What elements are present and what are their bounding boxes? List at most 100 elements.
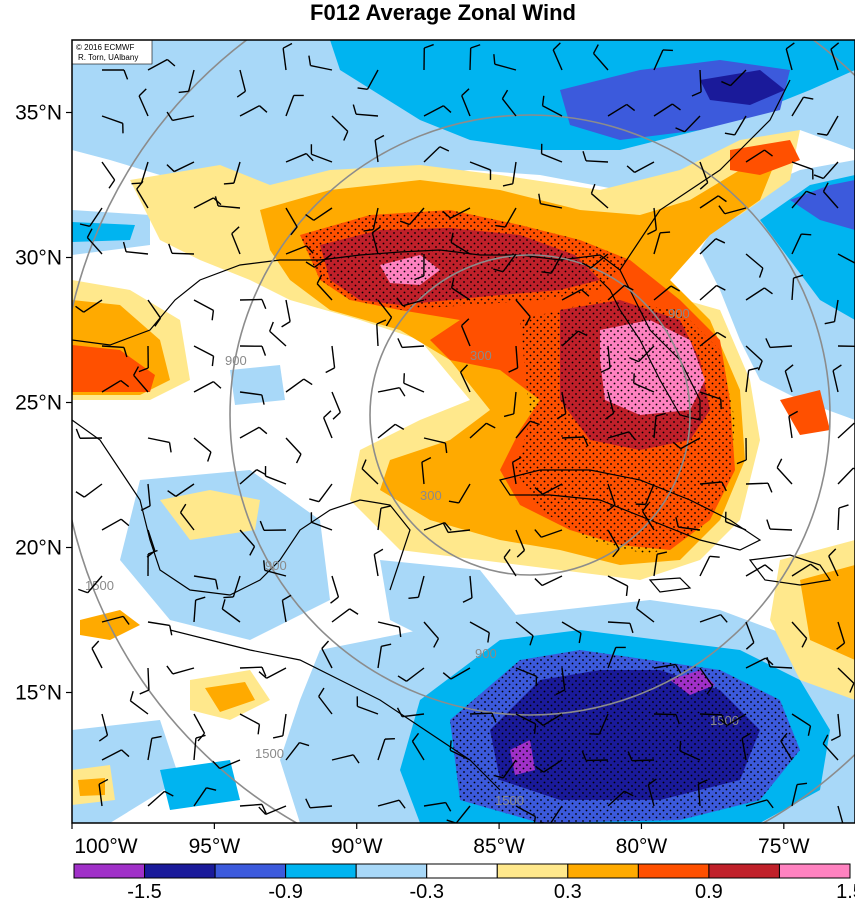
wind-barb-flag bbox=[166, 164, 175, 173]
wind-barb-flag bbox=[720, 614, 728, 623]
wind-barb-staff bbox=[684, 115, 701, 133]
wind-barb-staff bbox=[699, 667, 714, 687]
wind-barbs bbox=[75, 42, 855, 823]
wind-barb-staff bbox=[101, 713, 109, 736]
wind-barb-flag bbox=[552, 42, 561, 51]
pos-light-yucatan-channel bbox=[160, 490, 260, 540]
wind-barb-staff bbox=[515, 805, 536, 818]
wind-barb-staff bbox=[239, 469, 258, 485]
pos-mid-east-edge bbox=[800, 565, 855, 660]
wind-barb-flag bbox=[318, 687, 325, 697]
wind-barb-flag bbox=[214, 196, 219, 207]
wind-barb-flag bbox=[376, 319, 387, 325]
wind-barb-flag bbox=[397, 675, 407, 682]
neg-light-gulf-patch bbox=[230, 365, 285, 405]
wind-barb-staff bbox=[331, 115, 349, 132]
wind-barb-staff bbox=[411, 740, 425, 761]
wind-barb-flag bbox=[223, 596, 234, 599]
wind-barb-flag bbox=[470, 44, 481, 49]
wind-barb-flag bbox=[533, 816, 537, 823]
wind-barb-staff bbox=[791, 784, 798, 807]
colorbar-swatch bbox=[426, 863, 498, 879]
wind-barb-staff bbox=[730, 69, 747, 87]
wind-barb-flag bbox=[508, 367, 518, 373]
wind-barb-staff bbox=[366, 69, 379, 90]
wind-barb-staff bbox=[314, 253, 333, 268]
wind-barb-staff bbox=[542, 483, 563, 495]
wind-barb-staff bbox=[285, 152, 307, 163]
wind-barb-flag bbox=[716, 284, 726, 291]
wind-barb-flag bbox=[305, 798, 311, 809]
wind-barb-staff bbox=[822, 191, 839, 209]
wind-barb-flag bbox=[380, 505, 391, 509]
lat-tick-label: 30°N bbox=[15, 247, 62, 270]
wind-barb-flag bbox=[581, 262, 592, 269]
wind-barb-staff bbox=[788, 416, 793, 439]
wind-barb-flag bbox=[785, 42, 795, 50]
wind-barb-flag bbox=[373, 548, 384, 555]
wind-barb-staff bbox=[833, 299, 839, 322]
significance-stipple bbox=[300, 210, 800, 823]
wind-barb-staff bbox=[311, 153, 333, 163]
wind-barb-staff bbox=[449, 749, 471, 761]
wind-barb-staff bbox=[647, 784, 655, 807]
stipple-northern-gulf bbox=[300, 210, 630, 310]
wind-barb-flag bbox=[398, 387, 406, 397]
wind-barb-flag bbox=[352, 754, 360, 764]
wind-barb-flag bbox=[79, 223, 90, 227]
wind-barb-flag bbox=[136, 180, 144, 190]
wind-barb-staff bbox=[423, 105, 444, 117]
colorbar-tick-label: 0.9 bbox=[695, 881, 723, 900]
wind-barb-flag bbox=[764, 564, 774, 572]
wind-barb-flag bbox=[305, 261, 315, 268]
wind-barb-flag bbox=[305, 153, 314, 162]
wind-barb-staff bbox=[552, 49, 563, 71]
ring-label: 1500 bbox=[255, 746, 284, 761]
wind-barb-staff bbox=[776, 467, 793, 485]
wind-barb-flag bbox=[396, 297, 404, 307]
mexico-coastline bbox=[72, 419, 411, 596]
wind-barb-staff bbox=[837, 713, 841, 736]
wind-barb-staff bbox=[550, 253, 563, 274]
wind-barb-flag bbox=[627, 751, 633, 761]
wind-barb-staff bbox=[239, 298, 263, 301]
wind-barb-staff bbox=[357, 705, 379, 715]
pos-mid-southwest-corner bbox=[78, 778, 105, 796]
wind-barb-flag bbox=[120, 518, 130, 527]
wind-barb-flag bbox=[138, 88, 147, 97]
wind-barb-flag bbox=[321, 640, 330, 649]
wind-barb-flag bbox=[424, 43, 434, 49]
wind-barb-flag bbox=[626, 103, 636, 112]
wind-barb-flag bbox=[635, 598, 641, 609]
wind-barb-staff bbox=[101, 518, 122, 531]
wind-barb-staff bbox=[101, 749, 122, 761]
wind-barb-staff bbox=[561, 621, 582, 634]
wind-barb-staff bbox=[266, 667, 287, 679]
wind-barb-staff bbox=[423, 521, 445, 531]
wind-barb-staff bbox=[356, 113, 379, 117]
wind-barb-staff bbox=[607, 345, 611, 368]
wind-barb-staff bbox=[193, 197, 214, 209]
wind-barb-staff bbox=[633, 382, 655, 393]
range-ring-labels: 300 300 900 900 900 900 1500 1500 1500 1… bbox=[85, 306, 739, 808]
wind-barb-staff bbox=[494, 63, 517, 71]
wind-barb-flag bbox=[138, 367, 149, 373]
wind-barb-staff bbox=[780, 740, 793, 761]
wind-barb-staff bbox=[653, 103, 673, 117]
wind-barb-staff bbox=[826, 115, 839, 136]
wind-barb-staff bbox=[239, 529, 256, 547]
wind-barb-flag bbox=[660, 231, 671, 234]
wind-barb-flag bbox=[108, 179, 116, 189]
wind-barb-flag bbox=[151, 735, 162, 740]
wind-barb-flag bbox=[445, 802, 452, 812]
wind-barb-staff bbox=[377, 508, 382, 531]
wind-barb-staff bbox=[101, 115, 123, 124]
wind-barb-staff bbox=[460, 325, 471, 347]
wind-barb-flag bbox=[817, 132, 828, 136]
wind-barb-staff bbox=[448, 529, 471, 534]
wind-barb-staff bbox=[769, 666, 793, 669]
wind-barb-flag bbox=[535, 765, 545, 773]
wind-barb-staff bbox=[513, 391, 517, 414]
wind-barb-flag bbox=[813, 174, 824, 180]
